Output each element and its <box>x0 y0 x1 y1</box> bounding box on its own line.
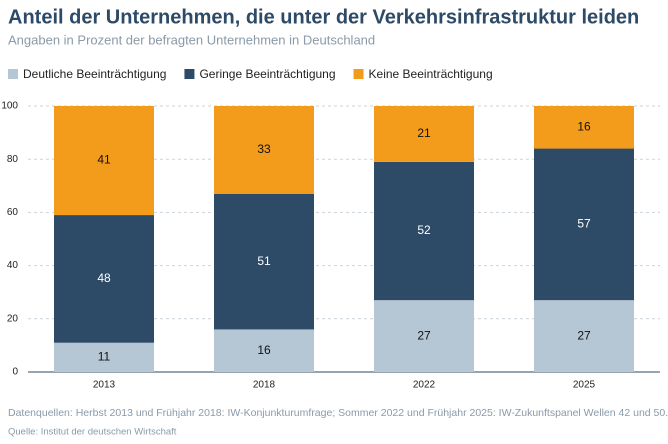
y-tick-label: 40 <box>7 260 19 271</box>
y-tick-label: 80 <box>7 154 19 165</box>
legend-label: Geringe Beeinträchtigung <box>199 67 335 81</box>
data-label: 21 <box>417 126 431 140</box>
data-label: 27 <box>417 328 431 342</box>
bar-segment <box>54 215 154 343</box>
legend-swatch <box>8 69 18 79</box>
bar-segment <box>54 342 154 372</box>
y-tick-label: 100 <box>1 101 18 112</box>
bar-segment <box>374 161 474 301</box>
x-tick-label: 2022 <box>413 380 436 391</box>
y-tick-label: 0 <box>12 367 18 378</box>
x-tick-label: 2018 <box>253 380 276 391</box>
data-label: 52 <box>417 223 431 237</box>
y-tick-label: 60 <box>7 207 19 218</box>
data-label: 16 <box>257 343 271 357</box>
bar-segment <box>534 106 634 149</box>
bar-segment <box>374 106 474 162</box>
data-label: 41 <box>97 153 111 167</box>
data-label: 51 <box>257 254 271 268</box>
data-label: 27 <box>577 328 591 342</box>
bar-segment <box>214 106 314 194</box>
note: Datenquellen: Herbst 2013 und Frühjahr 2… <box>8 407 668 419</box>
chart-title: Anteil der Unternehmen, die unter der Ve… <box>8 6 639 28</box>
y-tick-label: 20 <box>7 313 19 324</box>
legend-swatch <box>184 69 195 79</box>
data-label: 11 <box>98 350 111 364</box>
chart-subtitle: Angaben in Prozent der befragten Unterne… <box>8 32 375 47</box>
legend-label: Deutliche Beeinträchtigung <box>23 67 166 81</box>
x-tick-label: 2013 <box>93 380 116 391</box>
legend-swatch <box>353 69 364 79</box>
data-label: 57 <box>577 217 591 231</box>
data-label: 48 <box>97 271 111 285</box>
data-label: 33 <box>257 142 271 156</box>
legend-label: Keine Beeinträchtigung <box>369 67 493 81</box>
x-tick-label: 2025 <box>573 380 596 391</box>
bar-segment <box>374 300 474 372</box>
bar-segment <box>214 329 314 372</box>
bar-segment <box>534 148 634 301</box>
bar-segment <box>534 300 634 372</box>
bar-segment <box>214 193 314 330</box>
bar-segment <box>54 106 154 216</box>
source: Quelle: Institut der deutschen Wirtschaf… <box>8 427 177 438</box>
data-label: 16 <box>577 119 591 133</box>
